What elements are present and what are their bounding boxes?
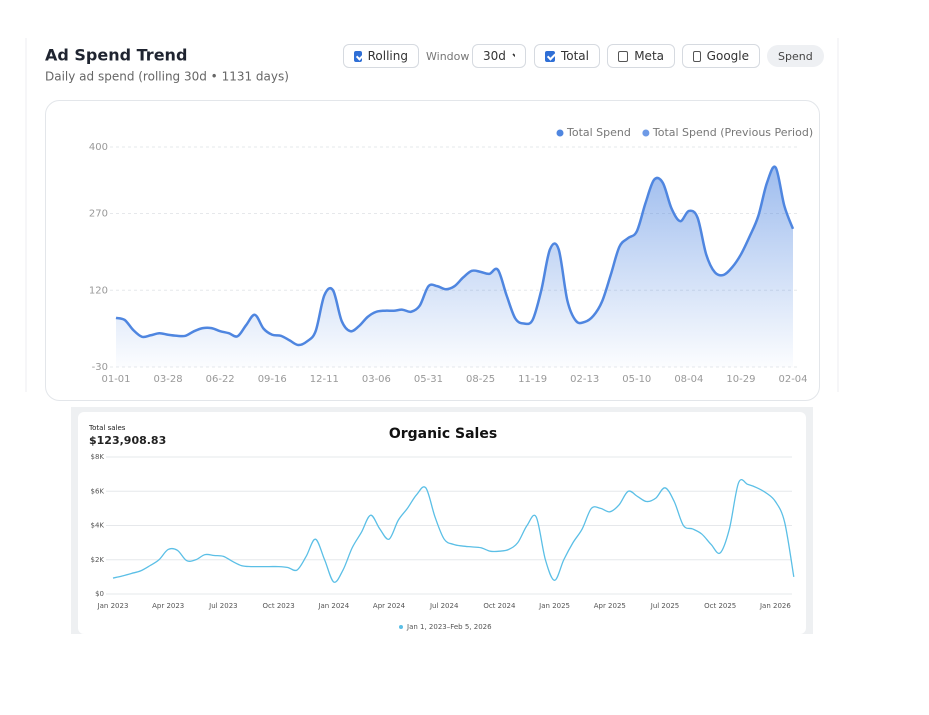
y-tick-label: $8K: [91, 453, 105, 461]
x-tick-label: Jul 2025: [650, 602, 680, 610]
metric-pill[interactable]: Spend: [767, 45, 824, 67]
x-tick-label: 11-19: [518, 374, 547, 385]
x-tick-label: Oct 2024: [483, 602, 516, 610]
window-select[interactable]: 30d: [472, 44, 526, 68]
x-tick-label: 02-13: [570, 374, 599, 385]
chart-subtitle: Daily ad spend (rolling 30d • 1131 days): [45, 70, 289, 84]
toggle-label: Rolling: [367, 49, 408, 63]
y-tick-label: $6K: [91, 487, 105, 495]
y-tick-label: 400: [89, 142, 108, 153]
legend-marker: [399, 625, 403, 629]
x-tick-label: Oct 2023: [263, 602, 295, 610]
x-tick-label: 10-29: [726, 374, 755, 385]
y-tick-label: 120: [89, 285, 108, 296]
x-tick-label: 08-04: [674, 374, 703, 385]
window-label: Window: [426, 50, 470, 63]
line: [112, 479, 795, 583]
legend-marker: [642, 129, 650, 137]
y-tick-label: -30: [92, 362, 108, 373]
pill-label: Spend: [778, 49, 813, 63]
select-value: 30d: [483, 49, 506, 63]
toggle-label: Google: [706, 49, 749, 63]
x-tick-label: Apr 2023: [152, 602, 184, 610]
x-tick-label: Jan 2024: [317, 602, 349, 610]
x-tick-label: Jan 2026: [759, 602, 791, 610]
y-tick-label: $4K: [91, 522, 105, 530]
legend-marker: [556, 129, 564, 137]
area: [116, 166, 793, 367]
x-tick-label: 12-11: [310, 374, 339, 385]
y-tick-label: $2K: [91, 556, 105, 564]
chart-title: Ad Spend Trend: [45, 46, 187, 65]
x-tick-label: 01-01: [101, 374, 130, 385]
legend-label: Total Spend: [566, 126, 631, 139]
x-tick-label: 03-06: [362, 374, 391, 385]
x-tick-label: Apr 2024: [373, 602, 406, 610]
x-tick-label: 02-04: [778, 374, 807, 385]
legend-label: Jan 1, 2023–Feb 5, 2026: [406, 623, 492, 631]
toggle-label: Total: [560, 49, 589, 63]
summary-label: Total sales: [88, 424, 126, 432]
chart-card: [78, 412, 806, 634]
x-tick-label: 03-28: [154, 374, 183, 385]
x-tick-label: Jul 2023: [208, 602, 238, 610]
x-tick-label: Jul 2024: [429, 602, 459, 610]
legend-label: Total Spend (Previous Period): [652, 126, 813, 139]
google-toggle[interactable]: Google: [682, 44, 760, 68]
rolling-toggle[interactable]: Rolling: [343, 44, 419, 68]
y-tick-label: 270: [89, 209, 108, 220]
x-tick-label: Apr 2025: [594, 602, 626, 610]
chevron: [512, 53, 515, 58]
x-tick-label: 05-10: [622, 374, 651, 385]
x-tick-label: 08-25: [466, 374, 495, 385]
toggle-label: Meta: [634, 49, 664, 63]
total-toggle[interactable]: Total: [534, 44, 600, 68]
x-tick-label: 05-31: [414, 374, 443, 385]
chart-title: Organic Sales: [389, 426, 497, 442]
meta-toggle[interactable]: Meta: [607, 44, 675, 68]
line: [115, 165, 795, 347]
summary-value: $123,908.83: [89, 434, 166, 447]
y-tick-label: $0: [95, 590, 104, 598]
x-tick-label: Jan 2023: [97, 602, 129, 610]
x-tick-label: Oct 2025: [704, 602, 736, 610]
x-tick-label: 06-22: [206, 374, 235, 385]
x-tick-label: Jan 2025: [538, 602, 570, 610]
x-tick-label: 09-16: [258, 374, 287, 385]
